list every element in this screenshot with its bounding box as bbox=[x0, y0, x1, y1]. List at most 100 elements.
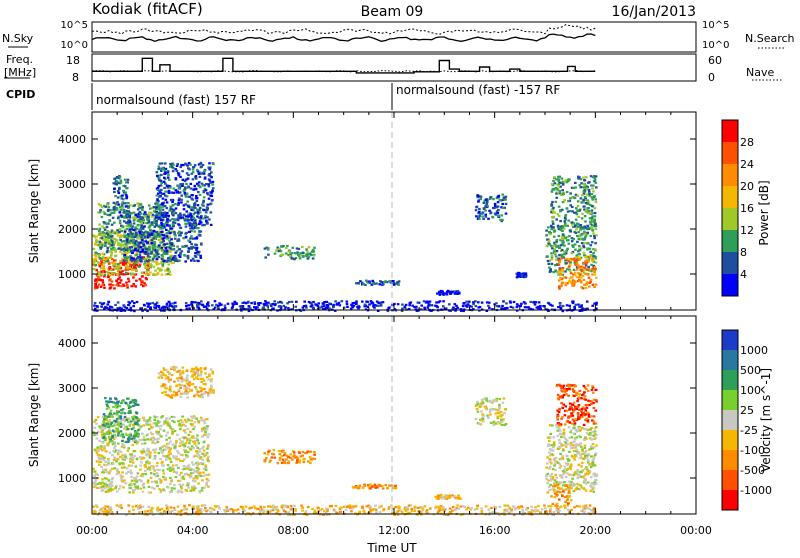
scatter-cell bbox=[591, 273, 594, 275]
scatter-cell bbox=[128, 210, 131, 212]
scatter-cell bbox=[310, 302, 313, 304]
scatter-cell bbox=[201, 173, 204, 175]
scatter-cell bbox=[567, 260, 570, 262]
scatter-cell bbox=[335, 304, 338, 306]
scatter-cell bbox=[553, 245, 556, 247]
scatter-cell bbox=[127, 304, 130, 306]
scatter-cell bbox=[509, 302, 512, 304]
scatter-cell bbox=[204, 178, 207, 180]
scatter-cell bbox=[125, 282, 128, 284]
scatter-cell bbox=[98, 284, 101, 286]
scatter-cell bbox=[173, 416, 176, 418]
scatter-cell bbox=[107, 444, 110, 446]
scatter-cell bbox=[557, 213, 560, 215]
scatter-cell bbox=[499, 398, 502, 400]
scatter-cell bbox=[156, 416, 159, 418]
scatter-cell bbox=[161, 249, 164, 251]
scatter-cell bbox=[195, 175, 198, 177]
scatter-cell bbox=[101, 226, 104, 228]
scatter-cell bbox=[149, 303, 152, 305]
scatter-cell bbox=[519, 305, 522, 307]
scatter-cell bbox=[182, 367, 185, 369]
scatter-cell bbox=[129, 235, 132, 237]
scatter-cell bbox=[142, 424, 145, 426]
scatter-cell bbox=[489, 196, 492, 198]
scatter-cell bbox=[497, 205, 500, 207]
scatter-cell bbox=[99, 209, 102, 211]
scatter-cell bbox=[110, 286, 113, 288]
scatter-cell bbox=[135, 416, 138, 418]
scatter-cell bbox=[482, 211, 485, 213]
scatter-cell bbox=[569, 204, 572, 206]
scatter-cell bbox=[211, 199, 214, 201]
scatter-cell bbox=[131, 300, 134, 302]
scatter-cell bbox=[104, 439, 107, 441]
scatter-cell bbox=[173, 259, 176, 261]
scatter-cell bbox=[377, 302, 380, 304]
scatter-cell bbox=[158, 215, 161, 217]
scatter-cell bbox=[152, 249, 155, 251]
scatter-cell bbox=[302, 256, 305, 258]
scatter-cell bbox=[562, 183, 565, 185]
scatter-cell bbox=[366, 301, 369, 303]
scatter-cell bbox=[199, 387, 202, 389]
scatter-cell bbox=[172, 223, 175, 225]
scatter-cell bbox=[192, 428, 195, 430]
scatter-cell bbox=[392, 487, 395, 489]
scatter-cell bbox=[147, 262, 150, 264]
scatter-cell bbox=[155, 223, 158, 225]
scatter-cell bbox=[552, 180, 555, 182]
scatter-cell bbox=[112, 489, 115, 491]
scatter-cell bbox=[118, 307, 121, 309]
scatter-cell bbox=[177, 219, 180, 221]
scatter-cell bbox=[560, 307, 563, 309]
scatter-cell bbox=[194, 443, 197, 445]
scatter-cell bbox=[558, 254, 561, 256]
scatter-cell bbox=[288, 250, 291, 252]
scatter-cell bbox=[595, 186, 598, 188]
scatter-cell bbox=[207, 193, 210, 195]
scatter-cell bbox=[575, 228, 578, 230]
scatter-cell bbox=[136, 458, 139, 460]
scatter-cell bbox=[117, 269, 120, 271]
scatter-cell bbox=[182, 179, 185, 181]
scatter-cell bbox=[117, 190, 120, 192]
scatter-cell bbox=[94, 258, 97, 260]
scatter-cell bbox=[189, 476, 192, 478]
scatter-cell bbox=[117, 458, 120, 460]
scatter-cell bbox=[157, 205, 160, 207]
scatter-cell bbox=[129, 458, 132, 460]
scatter-cell bbox=[162, 238, 165, 240]
scatter-cell bbox=[207, 204, 210, 206]
scatter-cell bbox=[100, 260, 103, 262]
scatter-cell bbox=[149, 454, 152, 456]
scatter-cell bbox=[104, 477, 107, 479]
scatter-cell bbox=[163, 253, 166, 255]
scatter-cell bbox=[174, 234, 177, 236]
scatter-cell bbox=[210, 385, 213, 387]
scatter-cell bbox=[364, 485, 367, 487]
scatter-cell bbox=[106, 204, 109, 206]
scatter-cell bbox=[122, 481, 125, 483]
scatter-cell bbox=[189, 227, 192, 229]
scatter-cell bbox=[201, 489, 204, 491]
scatter-cell bbox=[104, 306, 107, 308]
scatter-cell bbox=[132, 242, 135, 244]
scatter-cell bbox=[481, 215, 484, 217]
scatter-cell bbox=[185, 178, 188, 180]
scatter-cell bbox=[190, 370, 193, 372]
scatter-cell bbox=[168, 373, 171, 375]
scatter-cell bbox=[154, 457, 157, 459]
scatter-cell bbox=[139, 456, 142, 458]
scatter-cell bbox=[284, 452, 287, 454]
scatter-cell bbox=[111, 468, 114, 470]
scatter-cell bbox=[586, 283, 589, 285]
scatter-cell bbox=[113, 212, 116, 214]
scatter-cell bbox=[137, 434, 140, 436]
scatter-cell bbox=[135, 232, 138, 234]
scatter-cell bbox=[133, 266, 136, 268]
scatter-cell bbox=[482, 218, 485, 220]
scatter-cell bbox=[149, 229, 152, 231]
scatter-cell bbox=[203, 455, 206, 457]
